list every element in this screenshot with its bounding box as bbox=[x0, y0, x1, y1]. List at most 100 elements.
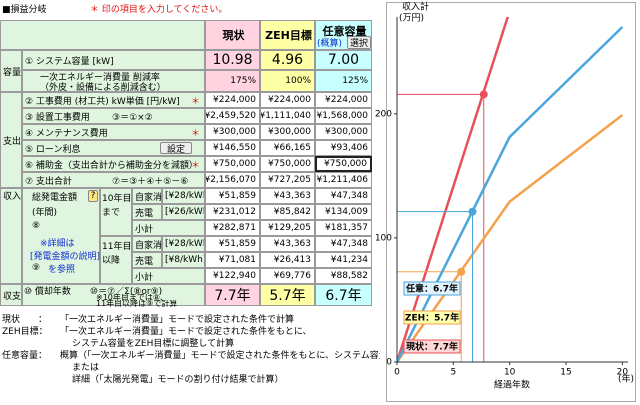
payback-value: 7.7年 bbox=[205, 284, 260, 306]
value-cell: ¥85,842 bbox=[260, 204, 315, 220]
value-cell: ¥134,009 bbox=[315, 204, 372, 220]
item-cell: 自家消費 bbox=[132, 236, 162, 252]
value-cell: ¥231,012 bbox=[205, 204, 260, 220]
title: ■損益分岐 bbox=[2, 4, 47, 15]
detail-note: ※詳細は bbox=[40, 238, 75, 249]
group-label: 収入 bbox=[0, 188, 22, 284]
value-cell: ¥122,940 bbox=[205, 268, 260, 284]
payback-label-area bbox=[22, 284, 205, 306]
row-label bbox=[22, 70, 205, 92]
value-cell: 10.98 bbox=[205, 50, 260, 70]
item-cell: 自家消費 bbox=[132, 188, 162, 204]
period-label: 以降 bbox=[102, 255, 121, 266]
row-label: ⑥ 補助金（支出合計から補助金分を減額） bbox=[22, 156, 205, 172]
period-label: 11年目 bbox=[102, 241, 132, 252]
payback-formula: ⑩＝⑦／Σ(⑧or⑨) bbox=[90, 286, 163, 296]
column-header: 任意容量 bbox=[315, 20, 372, 50]
required-mark: ＊ bbox=[191, 128, 201, 139]
value-cell: ¥71,081 bbox=[205, 252, 260, 268]
formula: ③＝①×② bbox=[112, 112, 153, 123]
option-button[interactable]: 選択 bbox=[347, 36, 371, 49]
value-cell: ¥224,000 bbox=[260, 92, 315, 108]
period-cell bbox=[100, 236, 132, 284]
detail-link[interactable]: [発電金額の説明] bbox=[30, 251, 100, 262]
value-cell: ¥2,156,070 bbox=[205, 172, 260, 188]
value-cell: 125% bbox=[315, 70, 372, 92]
value-cell: ¥51,859 bbox=[205, 236, 260, 252]
value-cell[interactable]: ¥750,000 bbox=[315, 156, 372, 172]
note-line: 概算（「一次エネルギー消費量」モードで設定された条件をもとに、システム容量を変更… bbox=[60, 350, 380, 361]
row-label: 一次エネルギー消費量 削減率 bbox=[40, 72, 160, 82]
help-button[interactable]: ? bbox=[88, 190, 98, 202]
value-cell: ¥88,582 bbox=[315, 268, 372, 284]
chart-panel bbox=[386, 2, 636, 402]
item-cell: 小計 bbox=[132, 268, 205, 284]
payback-note: ※10年目までは⑧、 bbox=[96, 294, 169, 301]
value-cell: ¥26,413 bbox=[260, 252, 315, 268]
payback-note: 11年目以降は⑨で計算 bbox=[96, 300, 178, 307]
formula: ⑦＝③＋④＋⑤－⑥ bbox=[112, 176, 189, 187]
note-key: 現状 ： bbox=[2, 314, 48, 325]
value-cell: ¥300,000 bbox=[260, 124, 315, 140]
row-label: ⑤ ローン利息 bbox=[22, 140, 205, 156]
settings-button[interactable]: 設定 bbox=[160, 142, 192, 154]
value-cell: ¥1,568,000 bbox=[315, 108, 372, 124]
value-cell: ¥750,000 bbox=[205, 156, 260, 172]
payback-value: 6.7年 bbox=[315, 284, 372, 306]
value-cell: ¥1,211,406 bbox=[315, 172, 372, 188]
value-cell[interactable]: ¥300,000 bbox=[315, 124, 372, 140]
value-cell: ¥282,871 bbox=[205, 220, 260, 236]
row-label: ① システム容量 [kW] bbox=[22, 50, 205, 70]
value-cell: ¥93,406 bbox=[315, 140, 372, 156]
note-key: ZEH目標： bbox=[2, 326, 48, 337]
column-header: ZEH目標 bbox=[260, 20, 315, 50]
period-cell bbox=[100, 188, 132, 236]
rate-cell: [¥26/kWh] bbox=[162, 204, 205, 220]
value-cell: ¥224,000 bbox=[205, 92, 260, 108]
value-cell: ¥43,363 bbox=[260, 188, 315, 204]
income-title: 総発電金額 bbox=[32, 192, 78, 203]
see-note: を参照 bbox=[48, 264, 76, 275]
note-line: システム容量をZEH目標に調整して計算 bbox=[72, 338, 235, 349]
value-cell: ¥750,000 bbox=[260, 156, 315, 172]
value-cell[interactable]: ¥224,000 bbox=[315, 92, 372, 108]
note-line: または bbox=[72, 362, 100, 373]
required-mark: ＊ bbox=[191, 160, 201, 171]
note-line: 詳細（「太陽光発電」モードの割り付け結果で計算） bbox=[72, 374, 284, 385]
income-n8: ⑧ bbox=[32, 221, 41, 231]
item-cell: 売電 bbox=[132, 204, 162, 220]
value-cell: 4.96 bbox=[260, 50, 315, 70]
value-cell: ¥300,000 bbox=[205, 124, 260, 140]
income-n9: ⑨ bbox=[32, 263, 41, 273]
value-cell: ¥129,205 bbox=[260, 220, 315, 236]
rate-cell: [¥28/kWh] bbox=[162, 236, 205, 252]
row-label: ③ 設置工事費用 bbox=[22, 108, 205, 124]
value-cell: ¥41,234 bbox=[315, 252, 372, 268]
header-blank bbox=[0, 20, 205, 50]
value-cell: ¥181,357 bbox=[315, 220, 372, 236]
value-cell: 175% bbox=[205, 70, 260, 92]
period-label: まで bbox=[102, 207, 121, 218]
value-cell: ¥146,550 bbox=[205, 140, 260, 156]
column-header: 現状 bbox=[205, 20, 260, 50]
value-cell: ¥2,459,520 bbox=[205, 108, 260, 124]
value-cell: 100% bbox=[260, 70, 315, 92]
group-label: 支出 bbox=[0, 92, 22, 188]
row-label: ⑦ 支出合計 bbox=[22, 172, 205, 188]
payback-label: ⑩ 償却年数 bbox=[24, 286, 71, 296]
value-cell: ¥69,776 bbox=[260, 268, 315, 284]
note-key: 任意容量： bbox=[2, 350, 48, 361]
item-cell: 小計 bbox=[132, 220, 205, 236]
income-annual: (年間) bbox=[32, 207, 58, 218]
item-cell: 売電 bbox=[132, 252, 162, 268]
payback-value: 5.7年 bbox=[260, 284, 315, 306]
value-cell: ¥727,205 bbox=[260, 172, 315, 188]
value-cell: ¥66,165 bbox=[260, 140, 315, 156]
row-sublabel: （外皮・設備による削減含む） bbox=[40, 82, 166, 92]
value-cell: ¥43,363 bbox=[260, 236, 315, 252]
value-cell: ¥51,859 bbox=[205, 188, 260, 204]
row-label: ② 工事費用 (材工共) kW単価 [円/kW] bbox=[22, 92, 205, 108]
table-panel: ■損益分岐 ＊ 印の項目を入力してください。 現状 ZEH目標 任意容量 (概算) 選択 容量… bbox=[0, 4, 380, 384]
period-label: 10年目 bbox=[102, 193, 132, 204]
